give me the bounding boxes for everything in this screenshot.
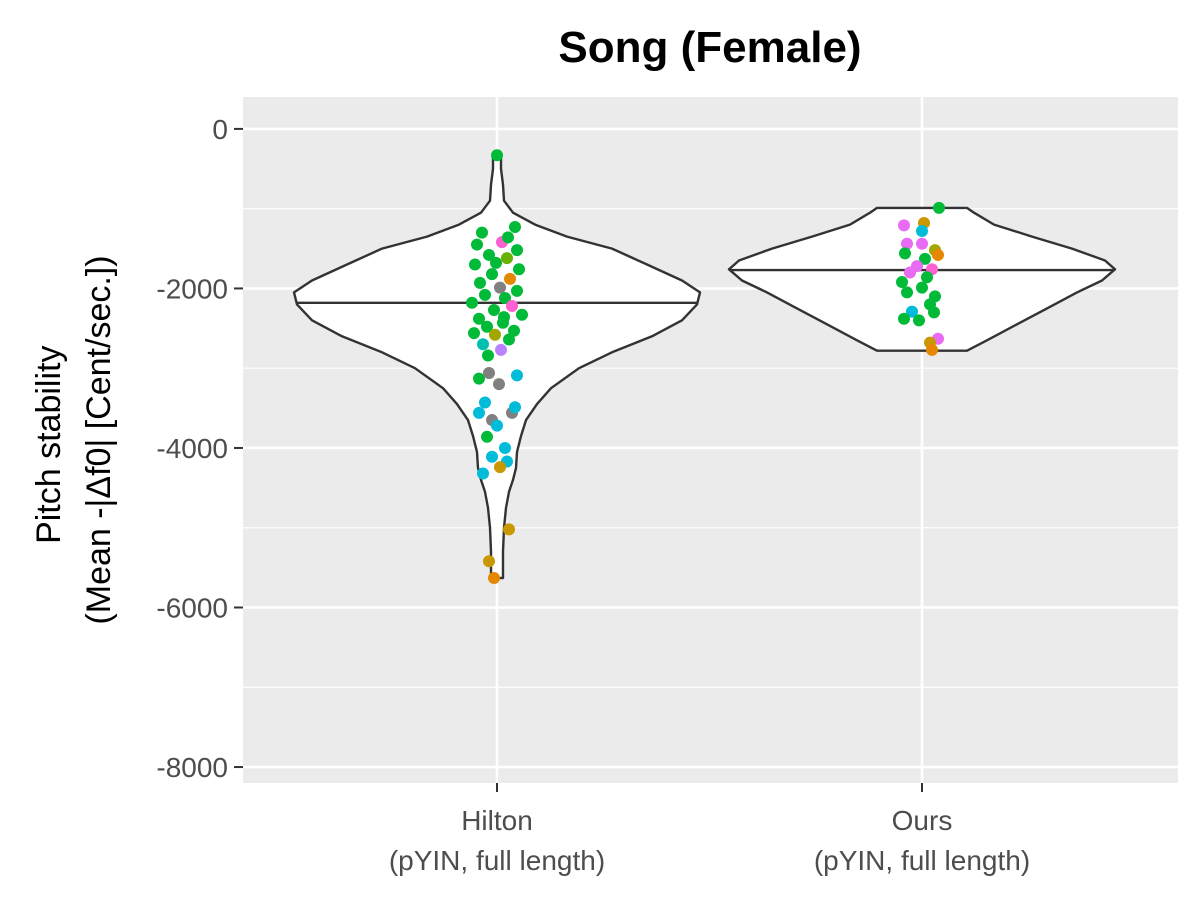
data-point bbox=[473, 406, 485, 419]
data-point bbox=[468, 327, 480, 340]
data-point bbox=[488, 303, 500, 316]
data-point bbox=[509, 401, 521, 414]
data-point bbox=[933, 201, 945, 214]
data-point bbox=[493, 378, 505, 391]
data-point bbox=[489, 328, 501, 341]
x-tick-label-line: (pYIN, full length) bbox=[814, 845, 1030, 876]
data-point bbox=[503, 333, 515, 346]
data-point bbox=[479, 396, 491, 409]
data-point bbox=[469, 258, 481, 271]
data-point bbox=[473, 372, 485, 385]
data-point bbox=[504, 272, 516, 285]
data-point bbox=[481, 430, 493, 443]
x-tick-label-line: (pYIN, full length) bbox=[389, 845, 605, 876]
data-point bbox=[916, 225, 928, 238]
data-point bbox=[486, 450, 498, 463]
axes-layer: 0 -2000 -4000 -6000 -8000 Hilton (pYIN, full l… bbox=[156, 114, 1030, 876]
x-tick-label: Hilton (pYIN, full length) bbox=[389, 805, 605, 876]
y-axis-label-line-1: Pitch stability bbox=[30, 346, 68, 544]
data-point bbox=[481, 320, 493, 333]
data-point bbox=[901, 237, 913, 250]
data-point bbox=[913, 314, 925, 327]
data-point bbox=[506, 299, 518, 312]
data-point bbox=[486, 268, 498, 281]
y-axis-label: Pitch stability (Mean -|Δf0| [Cent/sec.]… bbox=[30, 255, 118, 624]
data-point bbox=[906, 305, 918, 318]
data-point bbox=[508, 324, 520, 337]
points-layer bbox=[466, 149, 945, 584]
y-tick-label: 0 bbox=[212, 114, 228, 145]
data-point bbox=[499, 441, 511, 454]
data-point bbox=[476, 226, 488, 239]
data-point bbox=[501, 252, 513, 265]
data-point bbox=[916, 281, 928, 294]
data-point bbox=[482, 349, 494, 362]
data-point bbox=[921, 271, 933, 284]
data-point bbox=[488, 571, 500, 584]
data-point bbox=[926, 343, 938, 356]
data-point bbox=[511, 244, 523, 257]
data-point bbox=[513, 263, 525, 276]
data-point bbox=[483, 248, 495, 261]
data-point bbox=[901, 286, 913, 299]
data-point bbox=[473, 312, 485, 325]
y-tick-label: -8000 bbox=[156, 752, 228, 783]
data-point bbox=[483, 555, 495, 568]
data-point bbox=[898, 312, 910, 325]
data-point bbox=[494, 281, 506, 294]
y-axis-label-line-2: (Mean -|Δf0| [Cent/sec.]) bbox=[80, 255, 118, 624]
x-tick-label-line: Hilton bbox=[461, 805, 533, 836]
data-point bbox=[471, 238, 483, 251]
data-point bbox=[919, 252, 931, 265]
data-point bbox=[498, 311, 510, 324]
y-tick-label: -6000 bbox=[156, 593, 228, 624]
data-point bbox=[509, 221, 521, 234]
data-point bbox=[904, 266, 916, 279]
data-point bbox=[474, 276, 486, 289]
data-point bbox=[899, 247, 911, 260]
data-point bbox=[928, 306, 940, 319]
data-point bbox=[483, 366, 495, 379]
x-tick-label: Ours (pYIN, full length) bbox=[814, 805, 1030, 876]
data-point bbox=[511, 369, 523, 382]
data-point bbox=[466, 296, 478, 309]
data-point bbox=[516, 308, 528, 321]
data-point bbox=[932, 248, 944, 261]
data-point bbox=[479, 288, 491, 301]
data-point bbox=[491, 419, 503, 432]
chart-title: Song (Female) bbox=[558, 23, 861, 72]
x-tick-label-line: Ours bbox=[892, 805, 953, 836]
data-point bbox=[499, 292, 511, 305]
data-point bbox=[477, 467, 489, 480]
data-point bbox=[503, 523, 515, 536]
data-point bbox=[511, 284, 523, 297]
data-point bbox=[495, 343, 507, 356]
data-point bbox=[896, 276, 908, 289]
data-point bbox=[916, 237, 928, 250]
y-tick-label: -4000 bbox=[156, 433, 228, 464]
y-tick-label: -2000 bbox=[156, 273, 228, 304]
data-point bbox=[502, 231, 514, 244]
data-point bbox=[491, 149, 503, 162]
data-point bbox=[494, 461, 506, 474]
data-point bbox=[477, 338, 489, 351]
plot-background bbox=[243, 97, 1178, 783]
data-point bbox=[898, 219, 910, 232]
data-point bbox=[490, 256, 502, 269]
